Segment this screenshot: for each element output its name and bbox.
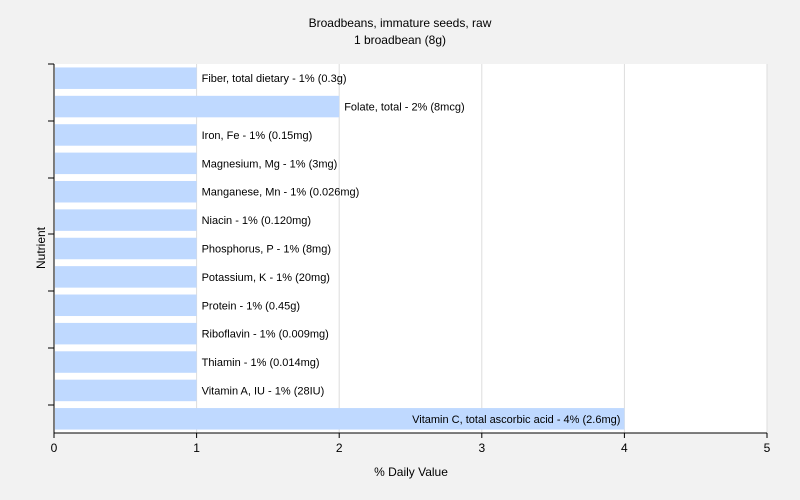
bar-label: Iron, Fe - 1% (0.15mg) <box>202 130 313 142</box>
bars <box>55 67 625 430</box>
bar-label: Protein - 1% (0.45g) <box>202 300 300 312</box>
bar-label: Fiber, total dietary - 1% (0.3g) <box>202 73 347 85</box>
x-tick-label: 4 <box>621 441 628 455</box>
bar <box>55 152 197 175</box>
chart-title: Broadbeans, immature seeds, raw <box>309 16 492 30</box>
chart-subtitle: 1 broadbean (8g) <box>354 33 446 47</box>
x-axis-label: % Daily Value <box>374 465 448 479</box>
bar-label: Folate, total - 2% (8mcg) <box>344 102 464 114</box>
bar-label: Potassium, K - 1% (20mg) <box>202 272 330 284</box>
bar-label: Magnesium, Mg - 1% (3mg) <box>202 158 338 170</box>
bar <box>55 379 197 402</box>
x-tick-label: 0 <box>51 441 58 455</box>
bar <box>55 237 197 260</box>
bar-label: Thiamin - 1% (0.014mg) <box>202 357 320 369</box>
x-tick-label: 2 <box>336 441 343 455</box>
y-axis-label: Nutrient <box>34 226 48 269</box>
bar-label: Niacin - 1% (0.120mg) <box>202 215 311 227</box>
bar <box>55 209 197 231</box>
bar-label: Vitamin C, total ascorbic acid - 4% (2.6… <box>412 414 620 426</box>
y-axis-ticks <box>48 63 54 406</box>
bar-label: Vitamin A, IU - 1% (28IU) <box>202 385 325 397</box>
x-tick-label: 3 <box>478 441 485 455</box>
bar <box>55 322 197 345</box>
bar-label: Manganese, Mn - 1% (0.026mg) <box>202 187 360 199</box>
bar-label: Riboflavin - 1% (0.009mg) <box>202 329 329 341</box>
bar <box>55 351 197 373</box>
bar <box>55 180 197 203</box>
bar <box>55 124 197 146</box>
bar <box>55 67 197 89</box>
bar-labels: Fiber, total dietary - 1% (0.3g) Folate, … <box>202 73 621 426</box>
x-axis-ticks: 0 1 2 3 4 5 <box>51 433 771 455</box>
bar <box>55 95 340 118</box>
bar <box>55 408 625 430</box>
bar <box>55 266 197 288</box>
bar-label: Phosphorus, P - 1% (8mg) <box>202 244 331 256</box>
x-tick-label: 5 <box>764 441 771 455</box>
bar <box>55 294 197 317</box>
x-tick-label: 1 <box>193 441 200 455</box>
